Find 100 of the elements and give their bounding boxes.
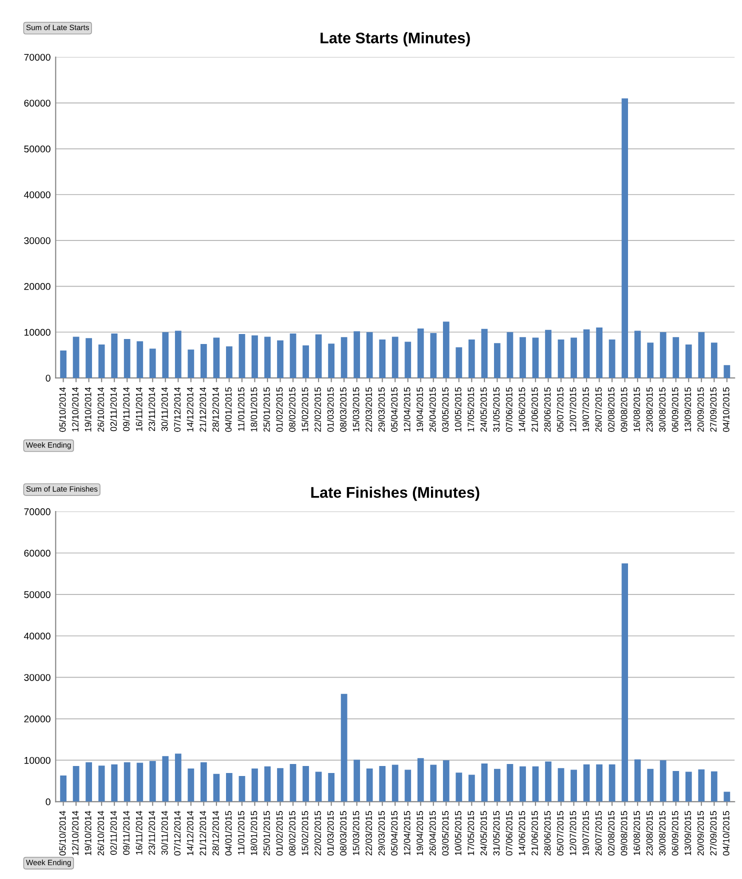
x-tick-label: 01/03/2015 xyxy=(327,811,334,856)
x-tick-label: 28/12/2014 xyxy=(212,810,219,856)
bar xyxy=(340,694,348,802)
x-tick-label: 10/05/2015 xyxy=(454,387,462,432)
x-tick-label: 31/05/2015 xyxy=(493,811,500,856)
bar xyxy=(685,344,692,378)
x-tick-label: 15/02/2015 xyxy=(302,811,308,856)
bar xyxy=(404,770,412,802)
y-tick-label: 50000 xyxy=(24,591,50,598)
bar xyxy=(558,768,564,802)
y-tick-label: 70000 xyxy=(24,508,50,516)
x-tick-label: 19/04/2015 xyxy=(416,387,424,432)
x-tick-label: 09/11/2014 xyxy=(122,810,130,855)
bar xyxy=(72,336,80,378)
bar xyxy=(252,335,258,378)
x-tick-label: 22/03/2015 xyxy=(365,811,372,856)
x-tick-label: 14/12/2014 xyxy=(186,387,194,432)
x-tick-label: 05/04/2015 xyxy=(390,811,398,856)
bar xyxy=(252,768,258,802)
x-tick-label: 15/02/2015 xyxy=(302,387,308,432)
bar xyxy=(86,762,92,802)
bar xyxy=(404,342,412,378)
x-tick-label: 30/11/2014 xyxy=(161,810,168,855)
x-tick-label: 01/03/2015 xyxy=(327,387,334,432)
bar xyxy=(264,766,271,802)
x-tick-label: 12/07/2015 xyxy=(570,387,576,432)
x-tick-label: 21/12/2014 xyxy=(199,810,206,856)
x-tick-label: 22/02/2015 xyxy=(314,811,321,856)
x-tick-label: 16/11/2014 xyxy=(136,810,142,854)
bar xyxy=(672,770,680,802)
x-tick-label: 24/05/2015 xyxy=(480,387,487,432)
chart-title: Late Starts (Minutes) xyxy=(320,32,470,46)
x-tick-label: 11/01/2015 xyxy=(238,387,244,431)
x-tick-label: 16/08/2015 xyxy=(633,811,640,856)
bar xyxy=(710,342,718,378)
bar xyxy=(520,337,526,378)
x-tick-label: 03/05/2015 xyxy=(442,811,449,856)
y-tick-label: 10000 xyxy=(24,756,50,764)
bar xyxy=(570,338,577,378)
x-tick-label: 04/10/2015 xyxy=(722,387,730,432)
bar xyxy=(136,341,144,378)
y-tick-label: 30000 xyxy=(24,674,50,681)
y-tick-label: 50000 xyxy=(24,146,50,152)
x-tick-label: 19/07/2015 xyxy=(582,387,589,432)
bar xyxy=(468,774,475,802)
x-tick-label: 02/11/2014 xyxy=(110,810,117,855)
x-tick-label: 04/10/2015 xyxy=(722,811,730,856)
x-tick-label: 16/11/2014 xyxy=(136,387,142,431)
bar xyxy=(583,329,590,378)
bar xyxy=(596,328,602,378)
bar xyxy=(188,350,194,378)
x-tick-label: 19/10/2014 xyxy=(84,810,92,856)
x-tick-label: 09/11/2014 xyxy=(122,387,130,432)
bar xyxy=(124,339,130,378)
bar xyxy=(724,792,730,802)
bar xyxy=(315,334,322,378)
bar xyxy=(456,347,462,378)
x-tick-label: 23/08/2015 xyxy=(646,811,653,856)
x-tick-label: 03/05/2015 xyxy=(442,387,449,432)
bar xyxy=(608,764,616,802)
bar xyxy=(290,334,296,378)
x-tick-label: 05/04/2015 xyxy=(390,387,398,432)
bar xyxy=(226,346,232,378)
bar xyxy=(379,766,386,802)
bar xyxy=(520,766,526,802)
bar xyxy=(302,766,309,802)
x-tick-label: 25/01/2015 xyxy=(263,811,270,856)
bar xyxy=(724,365,730,378)
bar xyxy=(238,334,246,378)
bar xyxy=(162,332,169,378)
bar xyxy=(392,764,398,802)
x-tick-label: 06/09/2015 xyxy=(672,387,678,432)
x-tick-label: 12/04/2015 xyxy=(404,387,410,432)
x-tick-label: 09/08/2015 xyxy=(620,387,628,432)
y-tick-label: 60000 xyxy=(24,550,50,557)
bar xyxy=(162,756,169,802)
x-tick-label: 02/08/2015 xyxy=(608,387,614,432)
x-tick-label: 30/08/2015 xyxy=(658,387,666,432)
x-tick-label: 08/03/2015 xyxy=(340,387,346,432)
bar xyxy=(174,330,182,378)
x-tick-label: 02/11/2014 xyxy=(110,387,117,432)
bar xyxy=(86,338,92,378)
x-tick-label: 21/12/2014 xyxy=(199,387,206,432)
x-tick-label: 10/05/2015 xyxy=(454,811,462,856)
x-tick-label: 26/07/2015 xyxy=(595,811,602,856)
bar xyxy=(570,770,577,802)
bar xyxy=(174,754,182,802)
x-tick-label: 26/10/2014 xyxy=(97,810,104,856)
x-tick-label: 05/10/2014 xyxy=(59,810,66,856)
bar xyxy=(328,344,334,378)
bar xyxy=(442,322,450,378)
bar xyxy=(647,768,654,802)
bar xyxy=(136,762,144,802)
bar xyxy=(608,339,616,378)
bar xyxy=(366,332,373,378)
bar xyxy=(354,760,360,802)
x-tick-label: 13/09/2015 xyxy=(684,387,692,432)
bar xyxy=(417,328,424,378)
bar xyxy=(506,332,514,378)
bar xyxy=(98,766,105,802)
